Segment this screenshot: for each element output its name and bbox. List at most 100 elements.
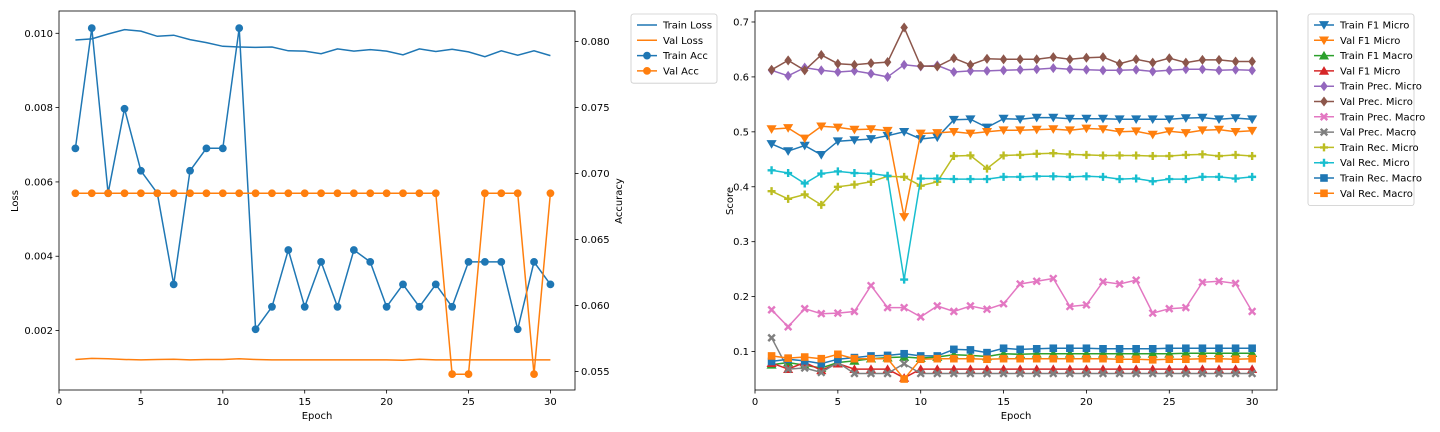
data-point — [399, 280, 407, 289]
data-point — [218, 189, 227, 198]
data-point — [186, 166, 194, 175]
x-axis-label: Epoch — [1001, 411, 1032, 422]
data-point — [497, 189, 506, 198]
y-right-tick-label: 0.065 — [581, 235, 610, 246]
data-point — [1215, 54, 1223, 65]
legend-label: Train F1 Macro — [1339, 51, 1413, 62]
data-point — [1082, 369, 1091, 378]
data-point — [1015, 279, 1025, 289]
y-tick-label: 0.010 — [24, 29, 53, 40]
data-point — [900, 375, 908, 383]
data-point — [1031, 113, 1042, 123]
data-point — [349, 189, 358, 198]
x-tick-label: 20 — [1080, 397, 1093, 408]
data-point — [137, 166, 145, 175]
data-point — [950, 53, 958, 64]
data-point — [966, 301, 975, 311]
data-point — [948, 115, 959, 125]
legend-label: Val Prec. Micro — [1340, 97, 1413, 108]
data-point — [1181, 175, 1190, 184]
data-point — [1248, 152, 1257, 161]
y-tick-label: 0.5 — [733, 127, 749, 138]
data-point — [933, 174, 942, 183]
legend-item: Train F1 Macro — [1314, 50, 1413, 62]
y-tick-label: 0.004 — [24, 252, 53, 263]
data-point — [834, 58, 842, 69]
data-point — [832, 137, 843, 146]
data-point — [1114, 127, 1125, 137]
data-point — [966, 59, 975, 70]
data-point — [1165, 304, 1174, 313]
data-point — [1132, 54, 1140, 65]
data-point — [1213, 115, 1225, 124]
legend-label: Train Rec. Macro — [1339, 174, 1422, 185]
legend-marker — [1320, 81, 1328, 92]
data-point — [1198, 172, 1207, 181]
legend-item: Val Prec. Micro — [1314, 96, 1413, 108]
data-point — [1016, 345, 1024, 354]
legend-label: Val F1 Micro — [1340, 66, 1400, 77]
data-point — [1182, 57, 1190, 68]
legend-marker — [643, 51, 651, 60]
data-point — [900, 22, 908, 33]
data-point — [1032, 277, 1041, 286]
data-point — [1049, 52, 1058, 63]
data-point — [1015, 369, 1025, 378]
data-point — [1180, 129, 1191, 138]
legend-item: Train Loss — [637, 21, 712, 32]
data-point — [1198, 369, 1207, 378]
data-point — [1197, 126, 1208, 135]
series-line — [75, 28, 551, 58]
data-point — [1064, 114, 1075, 124]
data-point — [966, 175, 975, 184]
data-point — [317, 258, 325, 266]
data-point — [366, 189, 375, 198]
data-point — [883, 354, 892, 363]
data-point — [481, 189, 489, 198]
data-point — [900, 59, 908, 70]
x-tick-label: 5 — [138, 397, 144, 408]
data-point — [481, 258, 489, 266]
data-point — [1148, 355, 1157, 364]
data-point — [382, 189, 391, 198]
x-tick-label: 10 — [216, 397, 229, 408]
x-axis-label: Epoch — [302, 411, 333, 422]
data-point — [784, 55, 792, 66]
data-point — [1016, 172, 1025, 181]
y-right-tick-label: 0.055 — [581, 367, 610, 378]
data-point — [1248, 354, 1256, 363]
data-point — [431, 189, 440, 198]
legend-marker — [1320, 96, 1328, 107]
data-point — [999, 65, 1008, 76]
data-point — [1247, 369, 1257, 378]
data-point — [899, 303, 909, 312]
legend-label: Val Acc — [663, 66, 699, 77]
series-line — [771, 277, 1253, 328]
data-point — [1148, 152, 1157, 161]
data-point — [530, 370, 538, 379]
data-point — [1099, 345, 1107, 353]
data-point — [833, 167, 842, 176]
data-point — [1082, 344, 1091, 353]
data-point — [1198, 64, 1207, 75]
series-val-rec-micro — [767, 166, 1257, 284]
data-point — [915, 129, 926, 139]
data-point — [966, 369, 975, 378]
data-point — [882, 126, 893, 136]
data-point — [1099, 52, 1107, 63]
data-point — [999, 151, 1008, 160]
data-point — [251, 325, 260, 334]
data-point — [916, 312, 925, 322]
score-chart: 0 5 10 15 20 25 300.10.20.30.40.50.60.7 Epoch … — [725, 10, 1425, 422]
y-right-tick-label: 0.080 — [581, 37, 610, 48]
data-point — [800, 179, 809, 188]
data-point — [87, 189, 96, 198]
series-train-acc — [71, 24, 555, 334]
data-point — [1032, 149, 1041, 158]
data-point — [1231, 279, 1240, 288]
legend-right: Train F1 Micro Val F1 Micro Train F1 Macro… — [1307, 13, 1425, 207]
data-point — [850, 354, 859, 363]
data-point — [883, 369, 892, 378]
data-point — [1066, 344, 1074, 353]
